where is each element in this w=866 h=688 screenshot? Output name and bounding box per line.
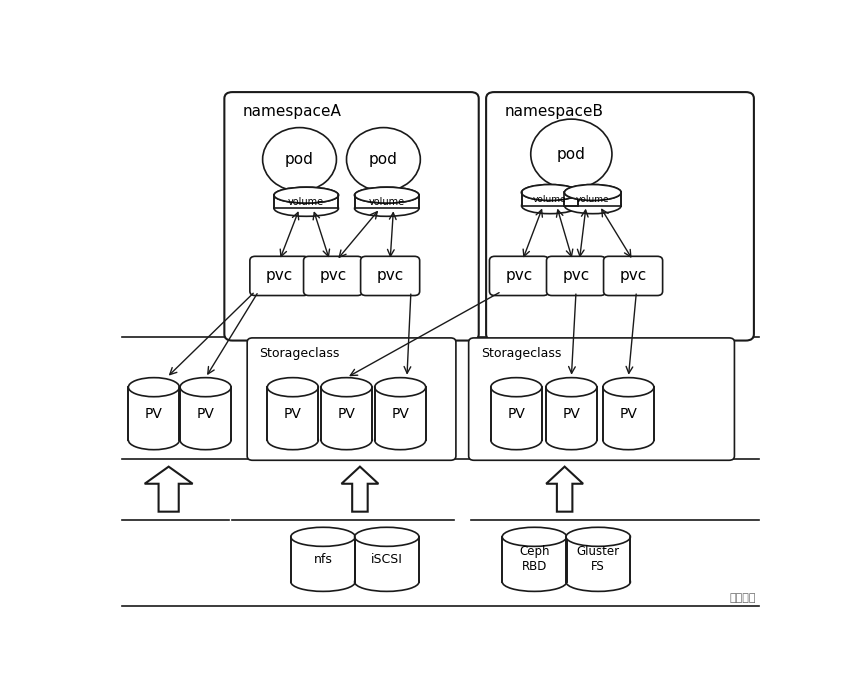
Ellipse shape (546, 378, 597, 397)
Ellipse shape (603, 431, 654, 450)
Ellipse shape (321, 431, 372, 450)
Polygon shape (491, 387, 542, 440)
Ellipse shape (291, 527, 355, 546)
Polygon shape (566, 537, 630, 582)
Polygon shape (180, 387, 231, 440)
FancyBboxPatch shape (360, 257, 420, 296)
FancyBboxPatch shape (486, 92, 754, 341)
Text: PV: PV (284, 407, 301, 420)
Text: volume: volume (533, 195, 566, 204)
Ellipse shape (502, 572, 566, 592)
FancyBboxPatch shape (304, 257, 363, 296)
Ellipse shape (128, 431, 179, 450)
Text: pvc: pvc (377, 268, 404, 283)
Ellipse shape (354, 200, 419, 216)
Polygon shape (321, 387, 372, 440)
Ellipse shape (354, 187, 419, 203)
Polygon shape (375, 387, 426, 440)
Polygon shape (341, 466, 378, 512)
Text: pod: pod (557, 147, 585, 162)
Text: pod: pod (285, 152, 314, 167)
Text: nfs: nfs (313, 553, 333, 566)
Ellipse shape (521, 184, 578, 200)
FancyBboxPatch shape (224, 92, 479, 341)
Ellipse shape (603, 378, 654, 397)
Text: namespaceB: namespaceB (504, 104, 604, 119)
Text: pvc: pvc (320, 268, 346, 283)
Text: pvc: pvc (266, 268, 293, 283)
Text: pod: pod (369, 152, 397, 167)
Ellipse shape (566, 572, 630, 592)
Ellipse shape (565, 184, 621, 200)
Text: pvc: pvc (562, 268, 590, 283)
Ellipse shape (491, 378, 542, 397)
FancyBboxPatch shape (469, 338, 734, 460)
Ellipse shape (180, 431, 231, 450)
Text: PV: PV (197, 407, 215, 420)
Ellipse shape (274, 187, 339, 203)
Text: Storageclass: Storageclass (259, 347, 339, 361)
Text: pvc: pvc (619, 268, 647, 283)
Ellipse shape (531, 119, 612, 189)
Text: Storageclass: Storageclass (481, 347, 561, 361)
Polygon shape (128, 387, 179, 440)
Polygon shape (603, 387, 654, 440)
Polygon shape (546, 466, 583, 512)
Ellipse shape (566, 527, 630, 546)
Ellipse shape (180, 378, 231, 397)
FancyBboxPatch shape (604, 257, 662, 296)
Ellipse shape (521, 184, 578, 200)
Ellipse shape (268, 431, 319, 450)
Text: PV: PV (391, 407, 409, 420)
Text: PV: PV (562, 407, 580, 420)
Polygon shape (354, 537, 419, 582)
FancyBboxPatch shape (247, 338, 456, 460)
Text: 🔥亿速云: 🔥亿速云 (729, 593, 756, 603)
Polygon shape (546, 387, 597, 440)
Polygon shape (268, 387, 319, 440)
Ellipse shape (375, 431, 426, 450)
Text: volume: volume (288, 197, 324, 207)
Text: PV: PV (145, 407, 163, 420)
Ellipse shape (354, 527, 419, 546)
Text: namespaceA: namespaceA (242, 104, 341, 119)
Ellipse shape (346, 127, 420, 191)
Text: volume: volume (369, 197, 404, 207)
Ellipse shape (274, 200, 339, 216)
Text: Ceph
RBD: Ceph RBD (520, 546, 550, 573)
Ellipse shape (262, 127, 336, 191)
Text: Gluster
FS: Gluster FS (577, 546, 620, 573)
Polygon shape (145, 466, 192, 512)
Polygon shape (565, 193, 621, 206)
Text: iSCSI: iSCSI (371, 553, 403, 566)
Ellipse shape (291, 572, 355, 592)
Ellipse shape (274, 187, 339, 203)
Ellipse shape (521, 197, 578, 214)
Ellipse shape (128, 378, 179, 397)
Text: pvc: pvc (506, 268, 533, 283)
Polygon shape (354, 195, 419, 208)
Polygon shape (502, 537, 566, 582)
Ellipse shape (546, 431, 597, 450)
Polygon shape (291, 537, 355, 582)
Ellipse shape (491, 431, 542, 450)
Ellipse shape (565, 197, 621, 214)
Ellipse shape (502, 527, 566, 546)
Polygon shape (521, 193, 578, 206)
Text: PV: PV (338, 407, 355, 420)
Ellipse shape (321, 378, 372, 397)
Ellipse shape (565, 184, 621, 200)
Ellipse shape (375, 378, 426, 397)
FancyBboxPatch shape (250, 257, 309, 296)
Text: volume: volume (576, 195, 610, 204)
Text: PV: PV (619, 407, 637, 420)
FancyBboxPatch shape (489, 257, 548, 296)
FancyBboxPatch shape (546, 257, 605, 296)
Ellipse shape (268, 378, 319, 397)
Polygon shape (274, 195, 339, 208)
Ellipse shape (354, 572, 419, 592)
Text: PV: PV (507, 407, 526, 420)
Ellipse shape (354, 187, 419, 203)
